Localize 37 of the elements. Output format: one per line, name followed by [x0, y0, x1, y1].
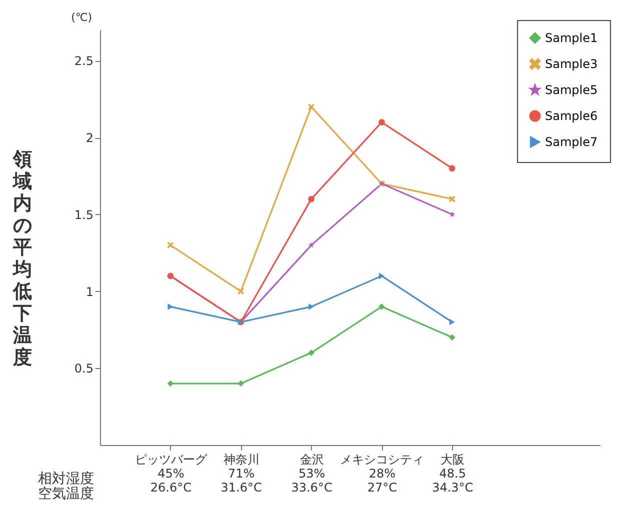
- point: [378, 304, 385, 310]
- x-tick-label: 大阪 48.5 34.3°C: [432, 452, 474, 494]
- y-tick-label: 0.5: [74, 362, 94, 376]
- point: [167, 242, 174, 248]
- legend-label: Sample5: [545, 83, 598, 97]
- point: [378, 272, 384, 280]
- y-tick-label: 1: [86, 284, 94, 299]
- y-tick-label: 2: [86, 131, 94, 146]
- point: [308, 304, 314, 310]
- point: [308, 196, 314, 202]
- point: [167, 380, 174, 387]
- x-tick-label: 金沢 53% 33.6°C: [291, 452, 332, 494]
- text: (℃): [71, 11, 92, 24]
- legend-label: Sample6: [545, 109, 598, 123]
- point: [448, 196, 456, 202]
- y-tick-label: 1.5: [74, 208, 94, 222]
- text: 相対湿度: [38, 471, 94, 487]
- text: 領域内の平均低下温度: [13, 148, 32, 368]
- point: [308, 242, 314, 248]
- legend-label: Sample3: [545, 57, 598, 71]
- legend-label: Sample7: [545, 135, 598, 149]
- point: [378, 119, 385, 126]
- x-tick-label: メキシコシティ 28% 27°C: [340, 452, 424, 494]
- legend-label: Sample1: [545, 31, 598, 45]
- point: [168, 304, 174, 310]
- point: [308, 350, 314, 356]
- x-tick-label: ピッツバーグ 45% 26.6°C: [134, 452, 208, 494]
- point: [448, 334, 456, 341]
- point: [308, 104, 314, 110]
- x-tick-label: 神奈川 71% 31.6°C: [220, 452, 262, 494]
- point: [238, 380, 244, 387]
- point: [449, 211, 456, 218]
- text: 空気温度: [38, 486, 94, 502]
- point: [449, 318, 455, 326]
- point: [238, 288, 244, 294]
- y-tick-label: 2.5: [74, 54, 94, 68]
- point: [448, 165, 456, 172]
